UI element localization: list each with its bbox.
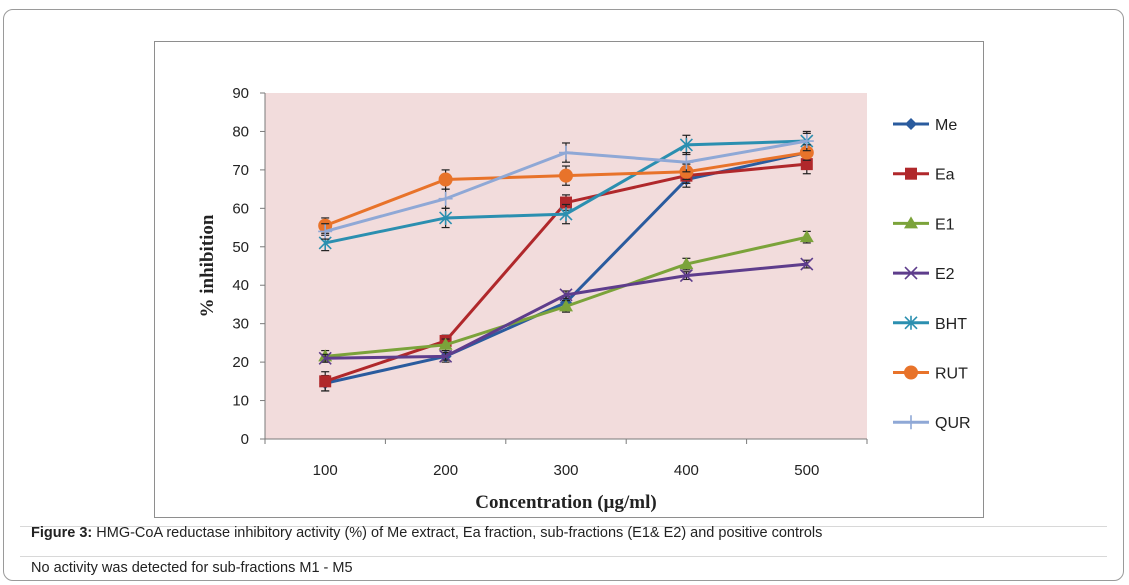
figure-note: No activity was detected for sub-fractio… [31, 560, 353, 576]
y-tick-label: 70 [232, 162, 249, 179]
data-point-qur [318, 224, 333, 239]
data-point-e2 [439, 349, 453, 363]
data-point-e2 [559, 288, 573, 302]
data-point-e1 [438, 337, 453, 350]
data-point-qur [559, 145, 573, 160]
legend-marker-bht [904, 315, 918, 330]
legend-marker-me [905, 118, 917, 130]
data-point-rut [799, 145, 814, 160]
x-tick-label: 300 [553, 462, 578, 479]
legend-marker-rut [904, 365, 918, 380]
legend-label-rut: RUT [935, 366, 968, 383]
legend-marker-e1 [904, 216, 918, 229]
figure-caption: Figure 3: HMG-CoA reductase inhibitory a… [31, 525, 822, 541]
data-point-bht [559, 207, 573, 222]
legend-marker-ea [905, 167, 917, 180]
y-tick-label: 90 [232, 85, 249, 102]
figure-label: Figure 3: [31, 525, 93, 541]
data-point-e1 [799, 230, 814, 243]
data-point-qur [799, 134, 814, 149]
y-tick-label: 30 [232, 316, 249, 333]
y-tick-label: 40 [232, 277, 249, 294]
x-axis-title: Concentration (µg/ml) [475, 492, 656, 513]
legend-label-me: Me [935, 117, 957, 134]
legend-marker-qur [904, 415, 918, 430]
data-point-e2 [679, 269, 693, 283]
legend-label-qur: QUR [935, 415, 971, 432]
caption-divider [20, 526, 1107, 527]
data-point-ea [560, 196, 572, 209]
data-point-e1 [679, 257, 694, 270]
legend-label-e1: E1 [935, 216, 955, 233]
data-point-qur [679, 155, 694, 170]
y-tick-label: 0 [241, 431, 249, 448]
legend-label-e2: E2 [935, 266, 955, 283]
y-axis-title: % inhibition [197, 214, 218, 317]
caption-divider [20, 556, 1107, 557]
y-tick-label: 80 [232, 123, 249, 140]
legend-label-bht: BHT [935, 316, 967, 333]
data-point-bht [679, 137, 693, 152]
x-tick-label: 200 [433, 462, 458, 479]
data-point-e1 [559, 299, 573, 312]
data-point-rut [559, 168, 573, 183]
caption-text: HMG-CoA reductase inhibitory activity (%… [96, 525, 823, 541]
data-point-rut [438, 172, 453, 187]
legend-label-ea: Ea [935, 167, 955, 184]
y-tick-label: 20 [232, 354, 249, 371]
figure-frame: 0 10 20 30 40 50 60 70 80 90 100 200 300 400 500 Concen… [3, 9, 1124, 581]
x-tick-label: 100 [313, 462, 338, 479]
data-point-ea [800, 158, 813, 171]
chart-svg: 0 10 20 30 40 50 60 70 80 90 100 200 300 400 500 Concen… [197, 85, 971, 513]
data-point-e2 [318, 351, 332, 365]
x-tick-label: 400 [674, 462, 699, 479]
y-tick-label: 60 [232, 200, 249, 217]
data-point-qur [438, 191, 453, 206]
data-point-ea [319, 375, 332, 388]
data-point-e2 [800, 257, 814, 271]
x-tick-label: 500 [794, 462, 819, 479]
y-tick-label: 10 [232, 393, 249, 410]
legend-marker-e2 [904, 266, 918, 280]
y-tick-label: 50 [232, 239, 249, 256]
data-point-bht [439, 210, 453, 225]
chart-container: 0 10 20 30 40 50 60 70 80 90 100 200 300 400 500 Concen… [154, 41, 984, 518]
